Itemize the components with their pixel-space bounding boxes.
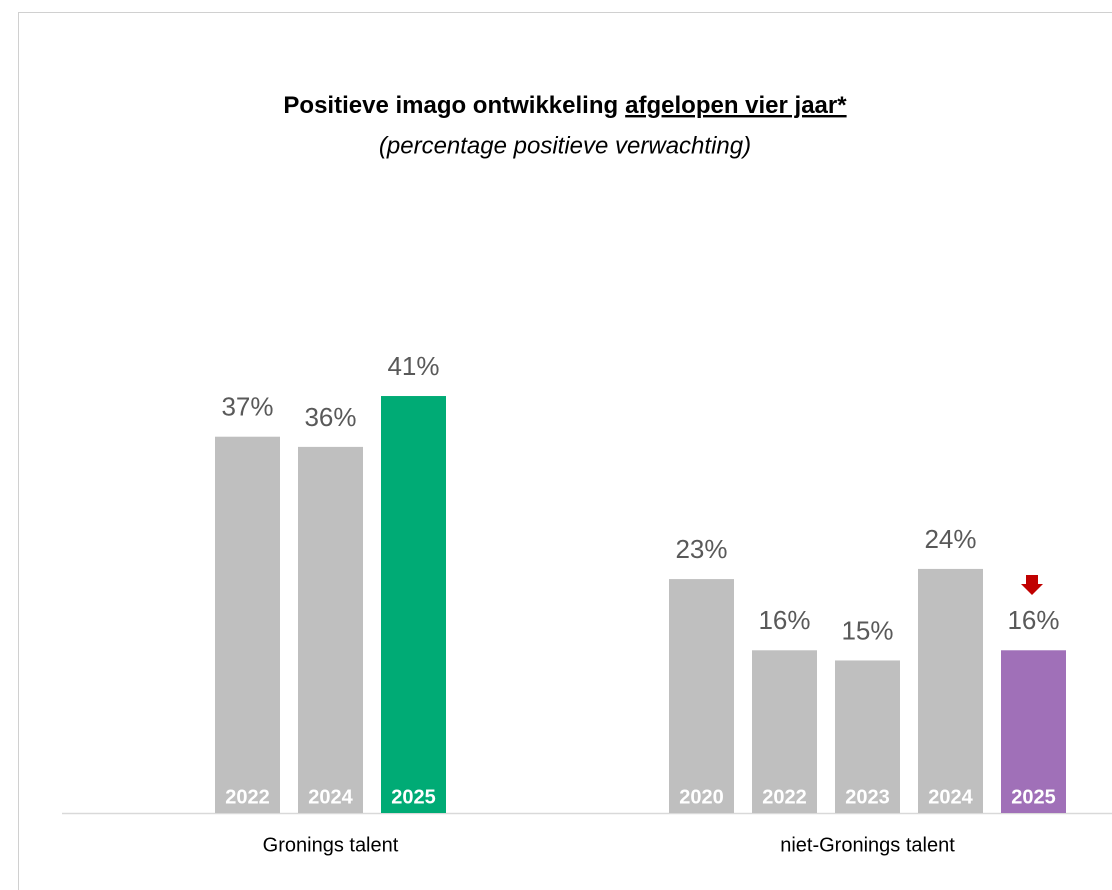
value-label: 23% bbox=[675, 534, 727, 564]
bar bbox=[918, 568, 983, 813]
value-label: 41% bbox=[387, 351, 439, 381]
year-label: 2025 bbox=[1011, 786, 1056, 808]
chart-title: Positieve imago ontwikkeling afgelopen vi… bbox=[283, 92, 847, 119]
year-label: 2023 bbox=[845, 786, 890, 808]
title-part: Positieve imago ontwikkeling bbox=[283, 92, 618, 119]
value-label: 16% bbox=[1007, 605, 1059, 635]
year-label: 2025 bbox=[391, 786, 436, 808]
bar bbox=[381, 396, 446, 813]
value-label: 24% bbox=[924, 524, 976, 554]
bar bbox=[669, 579, 734, 813]
year-label: 2022 bbox=[762, 786, 807, 808]
bar bbox=[1001, 650, 1066, 813]
value-label: 16% bbox=[758, 605, 810, 635]
bar bbox=[835, 660, 900, 813]
title-part-underlined: afgelopen vier jaar* bbox=[625, 92, 847, 119]
year-label: 2024 bbox=[928, 786, 973, 808]
value-label: 36% bbox=[304, 402, 356, 432]
year-label: 2024 bbox=[308, 786, 353, 808]
value-label: 37% bbox=[221, 392, 273, 422]
year-label: 2020 bbox=[679, 786, 724, 808]
year-label: 2022 bbox=[225, 786, 270, 808]
bar bbox=[752, 650, 817, 813]
bar bbox=[298, 446, 363, 813]
chart-subtitle: (percentage positieve verwachting) bbox=[379, 132, 751, 159]
group-label: niet-Gronings talent bbox=[780, 834, 955, 856]
decline-arrow bbox=[1021, 575, 1043, 595]
value-label: 15% bbox=[841, 615, 893, 645]
frame bbox=[18, 12, 1112, 890]
group-label: Gronings talent bbox=[263, 834, 399, 856]
bar bbox=[215, 436, 280, 813]
